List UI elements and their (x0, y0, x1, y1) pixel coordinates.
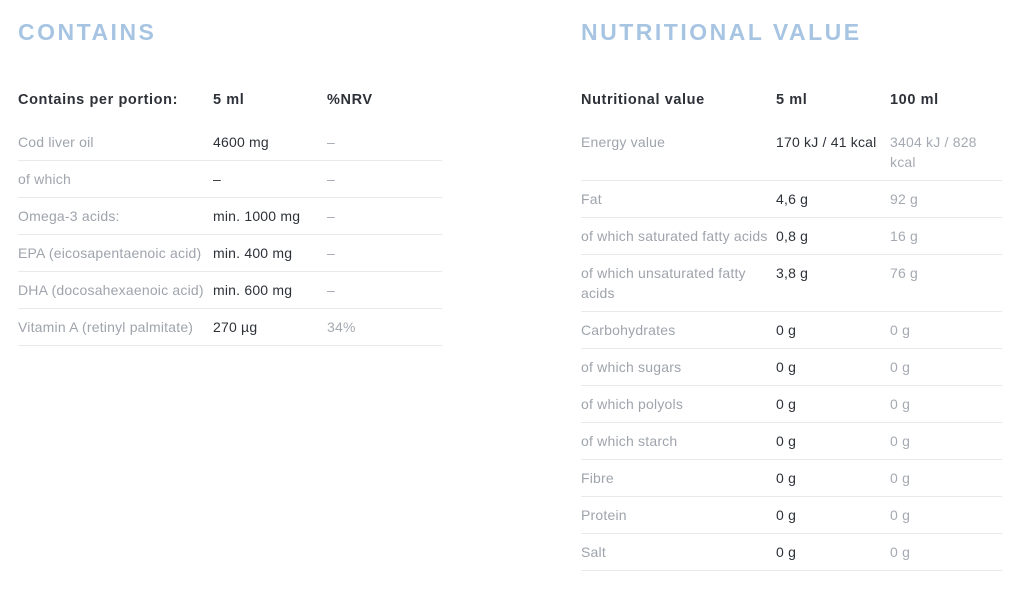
row-value-secondary: – (327, 197, 442, 235)
row-value-secondary: 92 g (890, 180, 1002, 218)
row-value-secondary: – (327, 160, 442, 198)
nutritional-value-section-title: NUTRITIONAL VALUE (581, 19, 862, 45)
column-header-5ml: 5 ml (776, 92, 808, 108)
row-value-secondary: 34% (327, 308, 442, 346)
nutritional-table-header: Nutritional value 5 ml 100 ml (581, 78, 1002, 124)
row-label: Fibre (581, 459, 776, 497)
table-row: Fat 4,6 g 92 g (581, 180, 1002, 218)
row-label: Protein (581, 496, 776, 534)
row-label: Omega-3 acids: (18, 197, 213, 235)
contains-section: CONTAINS Contains per portion: 5 ml %NRV… (18, 18, 442, 346)
row-value-portion: 0,8 g (776, 217, 890, 255)
table-row: Energy value 170 kJ / 41 kcal 3404 kJ / 82… (581, 124, 1002, 181)
row-label: EPA (eicosapentaenoic acid) (18, 234, 213, 272)
row-label: Energy value (581, 124, 776, 181)
row-value-portion: 170 kJ / 41 kcal (776, 124, 890, 181)
row-label: of which polyols (581, 385, 776, 423)
row-value-portion: min. 1000 mg (213, 197, 327, 235)
row-label: of which sugars (581, 348, 776, 386)
table-row: DHA (docosahexaenoic acid) min. 600 mg – (18, 271, 442, 309)
nutritional-value-table: Nutritional value 5 ml 100 ml Energy val… (581, 78, 1002, 571)
row-value-portion: 0 g (776, 533, 890, 571)
column-header-contains-per-portion: Contains per portion: (18, 92, 179, 108)
row-label: Vitamin A (retinyl palmitate) (18, 308, 213, 346)
table-row: of which unsaturated fatty acids 3,8 g 76 … (581, 254, 1002, 312)
row-value-secondary: 0 g (890, 385, 1002, 423)
row-label: Carbohydrates (581, 311, 776, 349)
row-value-portion: 0 g (776, 385, 890, 423)
row-value-secondary: – (327, 271, 442, 309)
row-value-secondary: – (327, 124, 442, 161)
contains-table-header: Contains per portion: 5 ml %NRV (18, 78, 442, 124)
row-value-portion: 0 g (776, 496, 890, 534)
row-label: of which saturated fatty acids (581, 217, 776, 255)
row-value-portion: 0 g (776, 459, 890, 497)
table-row: Vitamin A (retinyl palmitate) 270 µg 34% (18, 308, 442, 346)
row-value-portion: min. 600 mg (213, 271, 327, 309)
row-label: Fat (581, 180, 776, 218)
contains-table: Contains per portion: 5 ml %NRV Cod live… (18, 78, 442, 346)
row-label: of which (18, 160, 213, 198)
column-header-100ml: 100 ml (890, 92, 939, 108)
row-value-portion: min. 400 mg (213, 234, 327, 272)
column-header-5ml: 5 ml (213, 92, 245, 108)
row-value-portion: 270 µg (213, 308, 327, 346)
row-label: of which unsaturated fatty acids (581, 254, 776, 312)
row-value-portion: 4600 mg (213, 124, 327, 161)
row-value-secondary: 0 g (890, 348, 1002, 386)
row-label: Salt (581, 533, 776, 571)
row-value-portion: 3,8 g (776, 254, 890, 312)
contains-section-title: CONTAINS (18, 19, 157, 45)
row-value-portion: 4,6 g (776, 180, 890, 218)
table-row: EPA (eicosapentaenoic acid) min. 400 mg – (18, 234, 442, 272)
table-row: Cod liver oil 4600 mg – (18, 124, 442, 161)
row-label: of which starch (581, 422, 776, 460)
column-header-nrv: %NRV (327, 92, 373, 108)
column-header-nutritional-value: Nutritional value (581, 92, 705, 108)
row-value-secondary: 0 g (890, 459, 1002, 497)
row-value-secondary: 16 g (890, 217, 1002, 255)
row-value-secondary: – (327, 234, 442, 272)
row-value-secondary: 0 g (890, 496, 1002, 534)
table-row: of which – – (18, 160, 442, 198)
row-value-secondary: 0 g (890, 422, 1002, 460)
row-value-secondary: 0 g (890, 311, 1002, 349)
table-row: Omega-3 acids: min. 1000 mg – (18, 197, 442, 235)
row-value-portion: 0 g (776, 422, 890, 460)
row-value-portion: 0 g (776, 311, 890, 349)
row-label: Cod liver oil (18, 124, 213, 161)
row-label: DHA (docosahexaenoic acid) (18, 271, 213, 309)
row-value-secondary: 0 g (890, 533, 1002, 571)
row-value-secondary: 76 g (890, 254, 1002, 312)
row-value-portion: 0 g (776, 348, 890, 386)
row-value-secondary: 3404 kJ / 828 kcal (890, 124, 1002, 181)
nutritional-value-section: NUTRITIONAL VALUE Nutritional value 5 ml… (581, 18, 1002, 571)
table-row: of which saturated fatty acids 0,8 g 16 g (581, 217, 1002, 255)
row-value-portion: – (213, 160, 327, 198)
